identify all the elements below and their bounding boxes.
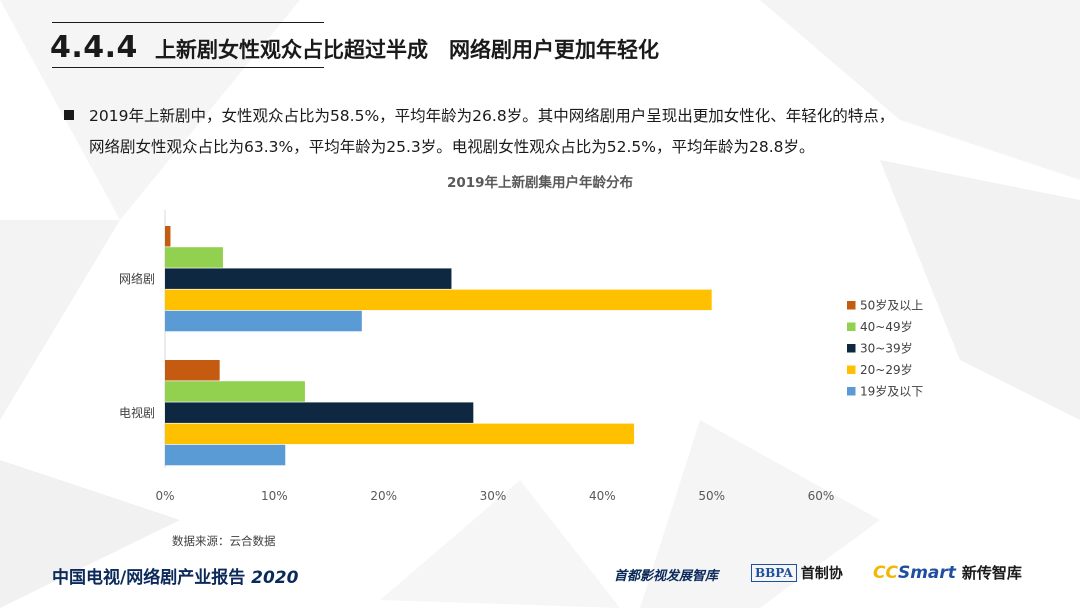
bar-1-3 bbox=[165, 423, 635, 445]
legend-label: 30~39岁 bbox=[860, 341, 913, 356]
bbpa-text: 首制协 bbox=[800, 566, 843, 582]
title-rule-bottom bbox=[52, 67, 324, 68]
legend-label: 20~29岁 bbox=[860, 362, 913, 377]
x-tick-label: 20% bbox=[370, 489, 397, 503]
legend: 50岁及以上 40~49岁 30~39岁 20~29岁 19岁及以下 bbox=[847, 298, 923, 399]
body-line-2: 网络剧女性观众占比为63.3%，平均年龄为25.3岁。电视剧女性观众占比为52.… bbox=[89, 138, 815, 156]
title-rule-top bbox=[52, 22, 324, 23]
bar-0-4 bbox=[165, 310, 362, 332]
bullet-square bbox=[64, 110, 74, 120]
body-paragraph: 2019年上新剧中，女性观众占比为58.5%，平均年龄为26.8岁。其中网络剧用… bbox=[89, 101, 1039, 163]
legend-swatch bbox=[847, 365, 856, 374]
x-tick-labels: 0% 10% 20% 30% 40% 50% 60% bbox=[155, 489, 834, 503]
bar-0-0 bbox=[165, 226, 171, 247]
bar-1-2 bbox=[165, 402, 474, 423]
report-year: 2020 bbox=[251, 568, 299, 588]
bar-0-1 bbox=[165, 247, 223, 268]
legend-label: 19岁及以下 bbox=[860, 384, 923, 399]
report-title: 中国电视/网络剧产业报告 2020 bbox=[52, 563, 298, 588]
ccsmart-smart: Smart bbox=[897, 562, 956, 583]
category-label: 网络剧 bbox=[119, 271, 155, 286]
legend-label: 50岁及以上 bbox=[860, 298, 923, 313]
logo-ccsmart: CC Smart 新传智库 bbox=[873, 562, 1022, 583]
section-number: 4.4.4 bbox=[50, 30, 138, 65]
legend-label: 40~49岁 bbox=[860, 319, 913, 334]
ccsmart-cc: CC bbox=[873, 562, 898, 583]
ccsmart-text: 新传智库 bbox=[961, 564, 1022, 582]
bbpa-mark: BBPA bbox=[751, 564, 797, 582]
bar-1-1 bbox=[165, 381, 305, 402]
x-tick-label: 40% bbox=[589, 489, 616, 503]
bar-0-2 bbox=[165, 268, 452, 289]
report-title-text: 中国电视/网络剧产业报告 bbox=[52, 568, 246, 588]
bar-0-3 bbox=[165, 289, 712, 311]
legend-swatch bbox=[847, 344, 856, 353]
x-tick-label: 10% bbox=[261, 489, 288, 503]
x-tick-label: 50% bbox=[698, 489, 725, 503]
body-line-1: 2019年上新剧中，女性观众占比为58.5%，平均年龄为26.8岁。其中网络剧用… bbox=[89, 107, 895, 125]
bar-1-4 bbox=[165, 444, 286, 466]
x-tick-label: 0% bbox=[155, 489, 174, 503]
category-label: 电视剧 bbox=[119, 405, 155, 420]
bars-group bbox=[165, 226, 712, 466]
logo-shoudu-think-tank: 首都影视发展智库 bbox=[614, 569, 719, 584]
x-tick-label: 60% bbox=[808, 489, 835, 503]
bar-1-0 bbox=[165, 360, 220, 381]
x-tick-label: 30% bbox=[480, 489, 507, 503]
legend-swatch bbox=[847, 322, 856, 331]
section-title: 上新剧女性观众占比超过半成 网络剧用户更加年轻化 bbox=[155, 38, 659, 62]
logo-bbpa: BBPA 首制协 bbox=[751, 563, 843, 583]
legend-swatch bbox=[847, 301, 856, 310]
chart-title: 2019年上新剧集用户年龄分布 bbox=[447, 174, 633, 191]
source-note: 数据来源：云合数据 bbox=[172, 534, 276, 548]
legend-swatch bbox=[847, 387, 856, 396]
